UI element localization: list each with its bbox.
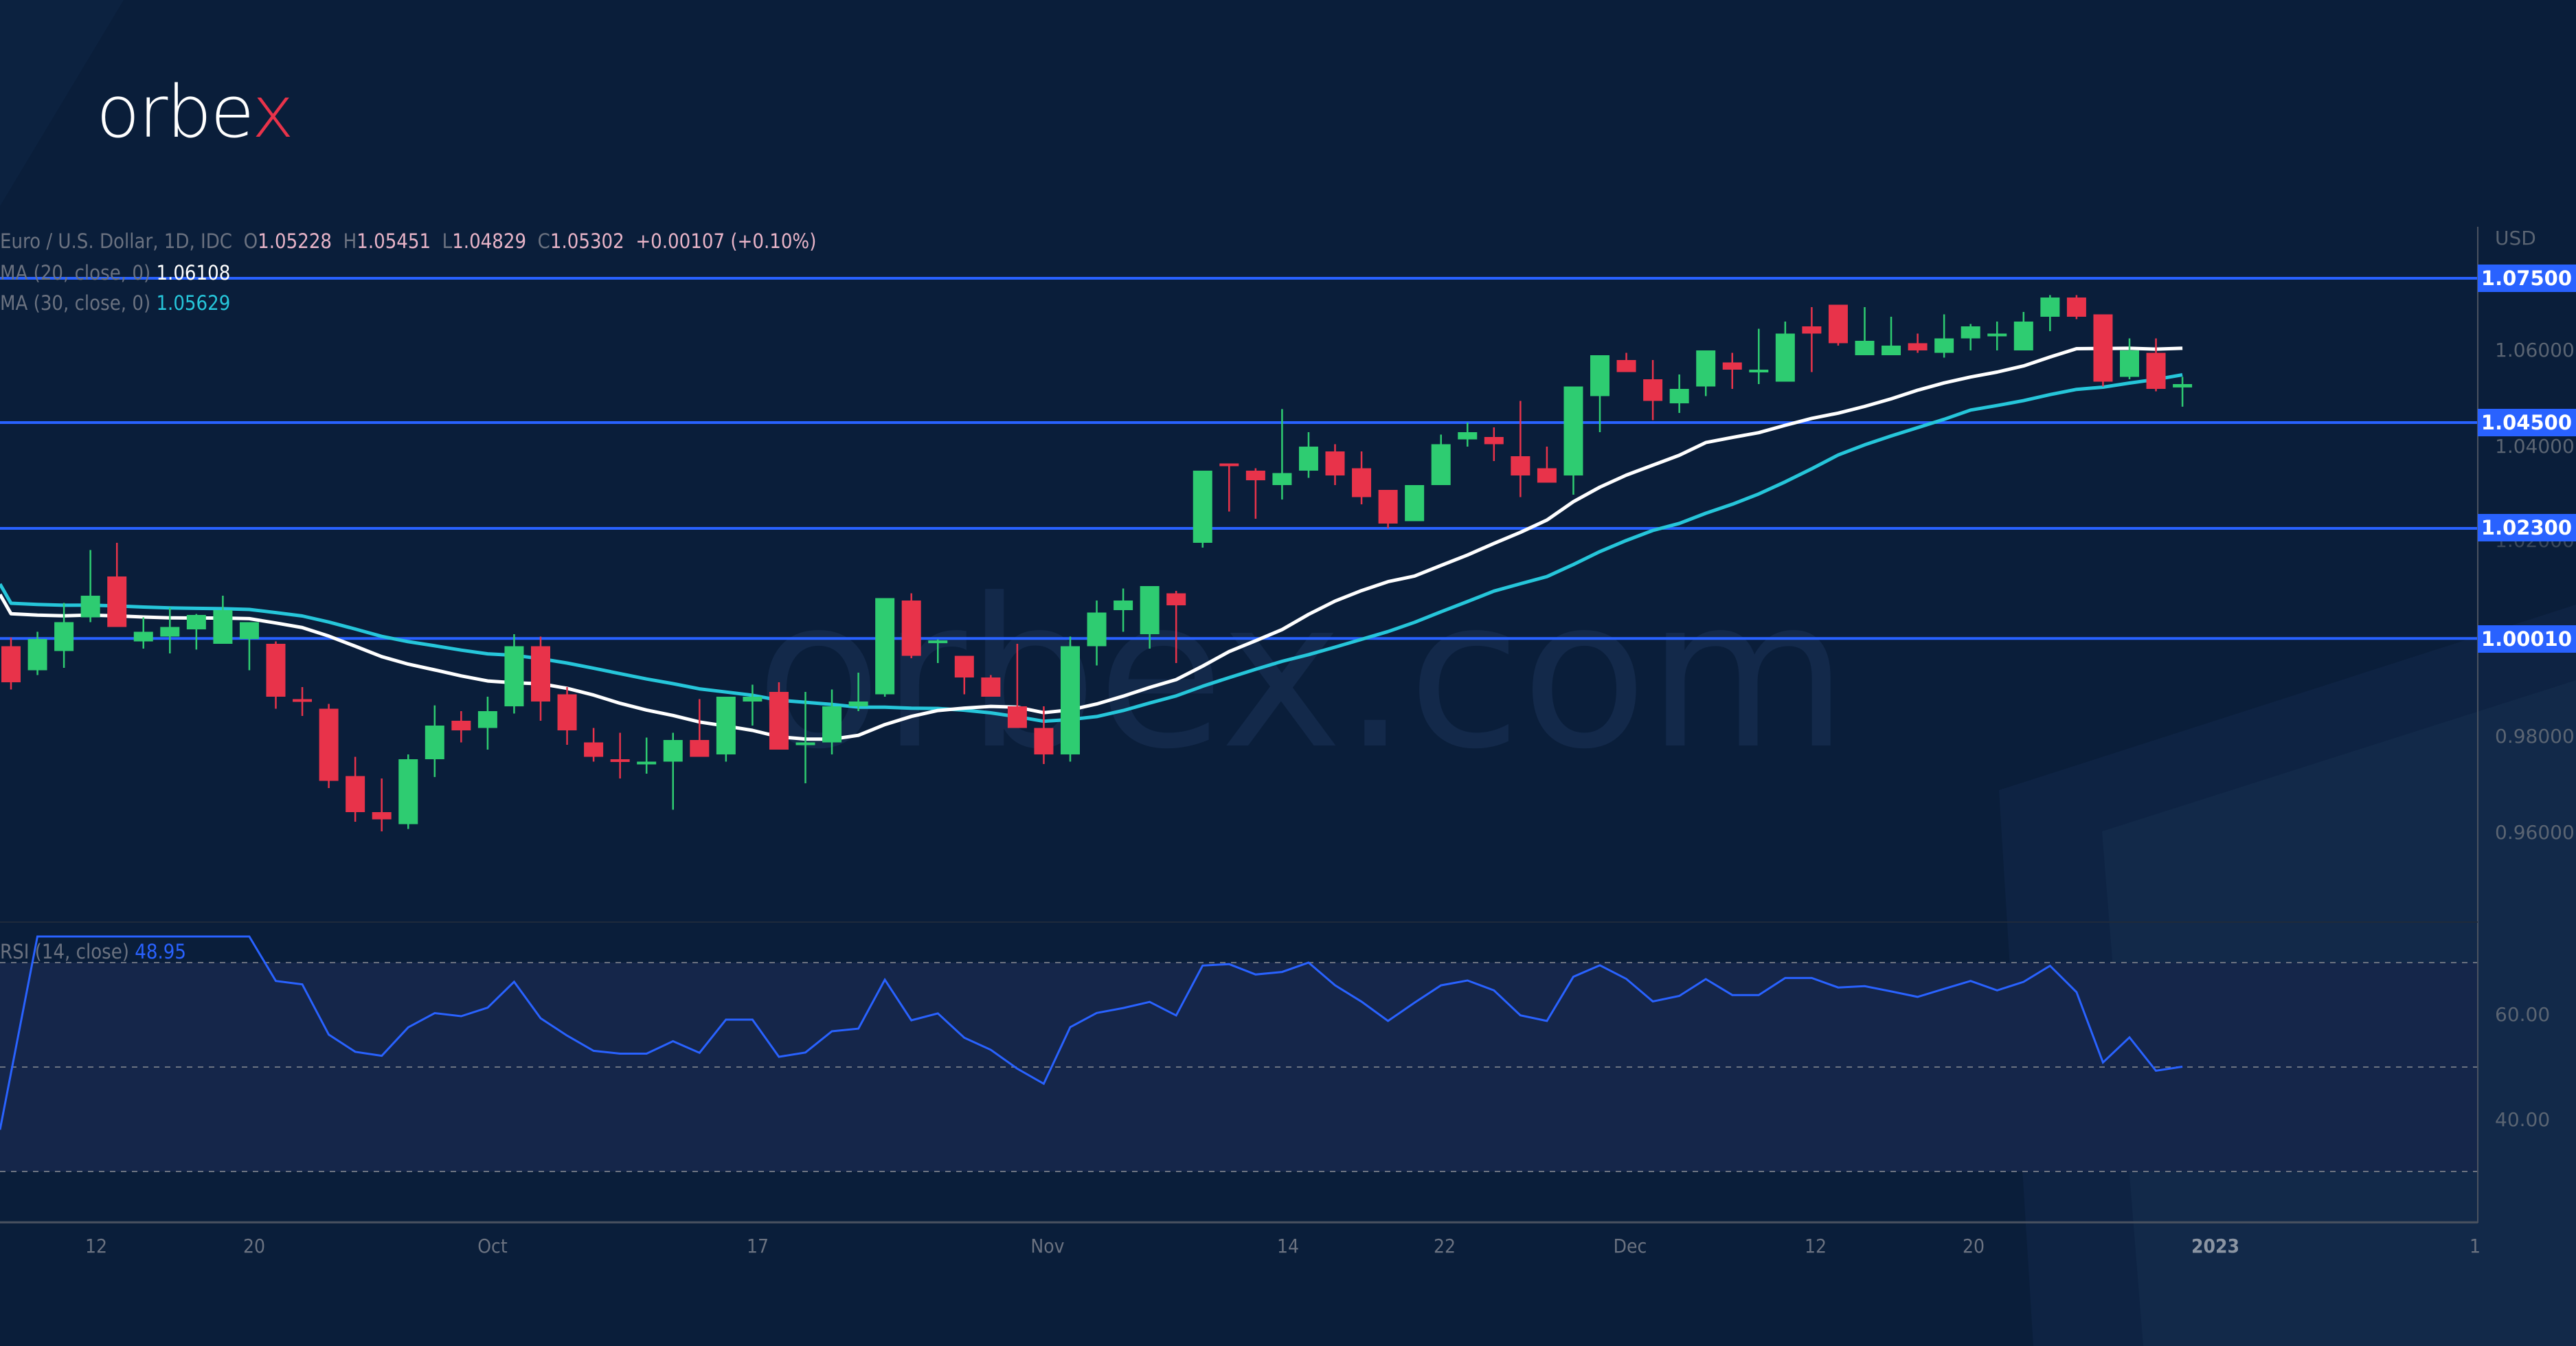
ma30-value: 1.05629 bbox=[156, 291, 231, 315]
level-tag-1-075[interactable]: 1.07500 bbox=[2478, 265, 2576, 292]
orbex-logo: orbex bbox=[96, 70, 295, 154]
time-label-year: 2023 bbox=[2191, 1235, 2240, 1257]
horizontal-levels[interactable] bbox=[0, 277, 2478, 640]
currency-label: USD bbox=[2495, 227, 2536, 249]
time-label: 12 bbox=[84, 1235, 108, 1257]
level-tag-1-045[interactable]: 1.04500 bbox=[2478, 409, 2576, 436]
ma30-line bbox=[0, 373, 2183, 724]
time-label: 12 bbox=[1804, 1235, 1827, 1257]
change-value: +0.00107 (+0.10%) bbox=[635, 229, 817, 253]
time-label: 22 bbox=[1433, 1235, 1456, 1257]
rsi-line bbox=[0, 935, 2183, 1130]
ma20-legend: MA (20, close, 0) 1.06108 bbox=[0, 261, 231, 284]
ma20-value: 1.06108 bbox=[156, 261, 231, 284]
price-tick: 0.96000 bbox=[2495, 821, 2575, 844]
time-label: Nov bbox=[1030, 1235, 1065, 1257]
ma20-line bbox=[0, 346, 2183, 741]
ohlc-legend: Euro / U.S. Dollar, 1D, IDC O1.05228 H1.… bbox=[0, 229, 817, 253]
level-tag-1-0001[interactable]: 1.00010 bbox=[2478, 625, 2576, 653]
time-label: 1 bbox=[2469, 1235, 2481, 1257]
high-value: 1.05451 bbox=[357, 229, 431, 253]
rsi-panel bbox=[0, 962, 2478, 1172]
time-label: 20 bbox=[1962, 1235, 1985, 1257]
rsi-legend: RSI (14, close) 48.95 bbox=[0, 940, 186, 963]
close-value: 1.05302 bbox=[550, 229, 624, 253]
watermark: orbex.com bbox=[756, 554, 1848, 794]
open-value: 1.05228 bbox=[258, 229, 332, 253]
price-tick: 1.06000 bbox=[2495, 339, 2575, 361]
price-tick: 0.98000 bbox=[2495, 725, 2575, 748]
time-label: Oct bbox=[477, 1235, 508, 1257]
time-label: 17 bbox=[746, 1235, 769, 1257]
time-label: 14 bbox=[1276, 1235, 1300, 1257]
rsi-value: 48.95 bbox=[135, 940, 186, 963]
low-value: 1.04829 bbox=[452, 229, 527, 253]
logo-accent: x bbox=[251, 70, 295, 154]
level-tag-1-023[interactable]: 1.02300 bbox=[2478, 514, 2576, 541]
candles bbox=[1, 295, 2193, 831]
price-tick: 1.04000 bbox=[2495, 435, 2575, 458]
time-label: Dec bbox=[1613, 1235, 1647, 1257]
logo-text: orbe bbox=[96, 70, 253, 154]
time-label: 20 bbox=[242, 1235, 266, 1257]
ma30-legend: MA (30, close, 0) 1.05629 bbox=[0, 291, 231, 315]
rsi-tick: 60.00 bbox=[2495, 1003, 2551, 1026]
symbol-label: Euro / U.S. Dollar, 1D, IDC bbox=[0, 229, 233, 253]
rsi-tick: 40.00 bbox=[2495, 1108, 2551, 1131]
